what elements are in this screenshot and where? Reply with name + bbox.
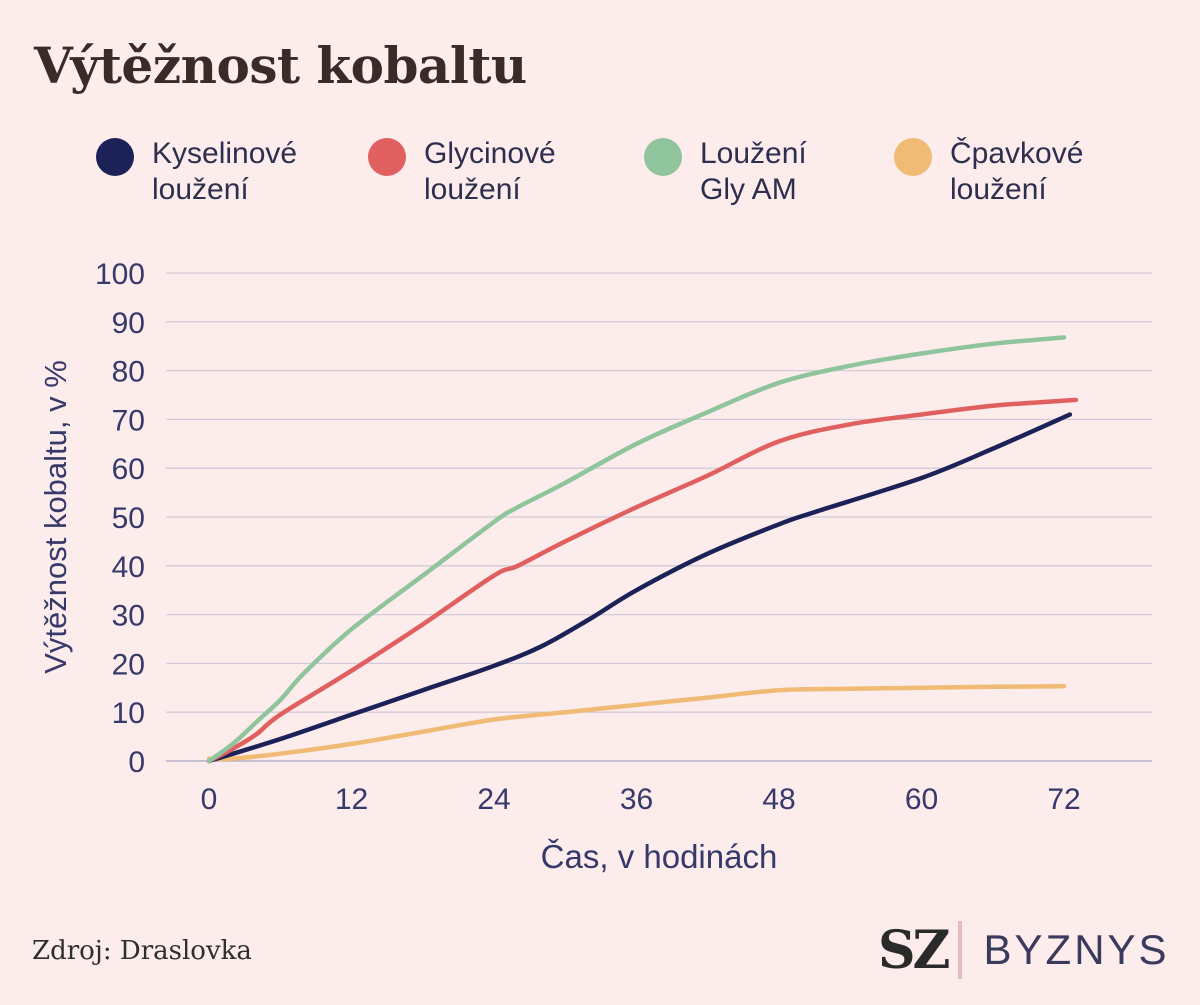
series-line-gly-am: [206, 335, 1067, 764]
legend-marker-kyselinove: [96, 138, 134, 176]
legend-label-line: Glycinové: [424, 137, 556, 170]
y-tick-label: 60: [112, 453, 145, 486]
x-tick-label: 12: [335, 783, 368, 816]
x-axis-label: Čas, v hodinách: [541, 838, 778, 875]
legend-marker-gly-am: [644, 138, 682, 176]
series-line-cpavkove: [206, 684, 1067, 762]
gridlines: [166, 272, 1152, 762]
y-tick-label: 0: [128, 746, 145, 779]
y-tick-label: 40: [112, 551, 145, 584]
y-tick-label: 10: [112, 697, 145, 730]
legend-item-gly-am[interactable]: Loužení Gly AM: [644, 136, 890, 208]
legend-marker-cpavkove: [894, 138, 932, 176]
brand-divider: [957, 921, 962, 979]
legend-item-glycinove[interactable]: Glycinové loužení: [368, 136, 614, 208]
legend-label-gly-am: Loužení Gly AM: [700, 136, 890, 208]
y-axis-label: Výtěžnost kobaltu, v %: [38, 360, 73, 674]
x-tick-label: 24: [477, 783, 510, 816]
brand-sz: SZ: [878, 919, 950, 981]
y-tick-label: 100: [95, 258, 145, 291]
legend-label-line: Čpavkové: [950, 137, 1084, 170]
legend-label-line: Gly AM: [700, 173, 797, 206]
legend-label-line: loužení: [950, 173, 1047, 206]
y-tick-label: 20: [112, 648, 145, 681]
chart-title: Výtěžnost kobaltu: [34, 36, 527, 95]
y-tick-label: 90: [112, 307, 145, 340]
x-tick-label: 36: [620, 783, 653, 816]
brand-logo: SZ BYZNYS: [878, 919, 1170, 981]
x-tick-label: 48: [762, 783, 795, 816]
legend-label-kyselinove: Kyselinové loužení: [152, 136, 342, 208]
y-tick-label: 70: [112, 404, 145, 437]
series-line-kyselinove: [206, 412, 1073, 764]
legend-label-line: Loužení: [700, 137, 807, 170]
brand-byznys: BYZNYS: [983, 926, 1170, 973]
legend-label-line: loužení: [152, 173, 249, 206]
x-tick-label: 72: [1047, 783, 1080, 816]
legend: Kyselinové loužení Glycinové loužení Lou…: [96, 136, 1156, 216]
legend-label-line: Kyselinové: [152, 137, 298, 170]
legend-item-kyselinove[interactable]: Kyselinové loužení: [96, 136, 342, 208]
legend-label-cpavkove: Čpavkové loužení: [950, 136, 1140, 208]
legend-item-cpavkove[interactable]: Čpavkové loužení: [894, 136, 1140, 208]
series-lines: [206, 335, 1079, 764]
y-axis-ticks: 0 10 20 30 40 50 60 70 80 90 100: [95, 258, 145, 779]
source-note: Zdroj: Draslovka: [32, 936, 252, 966]
series-line-glycinove: [206, 397, 1079, 764]
x-tick-label: 60: [905, 783, 938, 816]
y-tick-label: 50: [112, 502, 145, 535]
legend-label-glycinove: Glycinové loužení: [424, 136, 614, 208]
y-tick-label: 80: [112, 356, 145, 389]
x-tick-label: 0: [201, 783, 218, 816]
x-axis-ticks: 0 12 24 36 48 60 72: [201, 783, 1081, 816]
legend-label-line: loužení: [424, 173, 521, 206]
legend-marker-glycinove: [368, 138, 406, 176]
y-tick-label: 30: [112, 600, 145, 633]
